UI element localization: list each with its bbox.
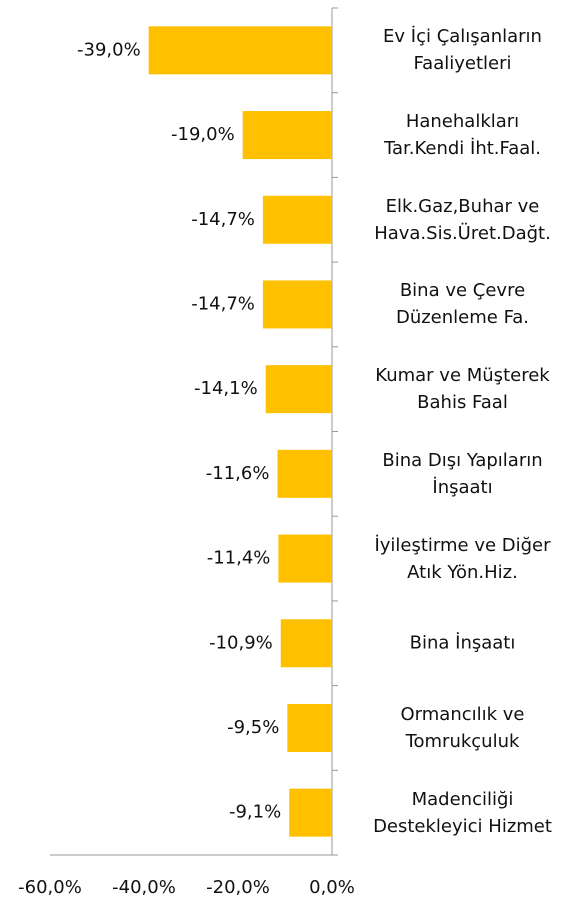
category-label: Bina İnşaatı [409, 632, 516, 654]
bar [242, 111, 332, 160]
category-label: Elk.Gaz,Buhar ve Hava.Sis.Üret.Dağt. [374, 195, 551, 244]
bar [265, 365, 332, 414]
value-label: -14,7% [191, 293, 255, 314]
value-label: -39,0% [77, 39, 141, 60]
bar [148, 26, 332, 75]
bar [277, 449, 332, 498]
x-tick-label: -20,0% [206, 877, 270, 898]
value-label: -9,5% [227, 717, 279, 738]
value-label: -11,4% [207, 548, 271, 569]
bar [262, 280, 332, 329]
value-label: -14,7% [191, 209, 255, 230]
bar [287, 703, 332, 752]
value-label: -10,9% [209, 632, 273, 653]
category-label: İyileştirme ve Diğer Atık Yön.Hiz. [374, 534, 551, 583]
value-label: -14,1% [194, 378, 258, 399]
x-tick-label: -40,0% [112, 877, 176, 898]
bar [278, 534, 332, 583]
x-tick-label: 0,0% [309, 877, 355, 898]
value-label: -19,0% [171, 124, 235, 145]
category-label: Hanehalkları Tar.Kendi İht.Faal. [383, 111, 542, 160]
category-label: Bina Dışı Yapıların İnşaatı [382, 449, 543, 498]
category-label: Kumar ve Müşterek Bahis Faal [375, 365, 550, 414]
bar [262, 195, 332, 244]
category-label: Madenciliği Destekleyici Hizmet [373, 788, 552, 837]
value-label: -11,6% [206, 463, 270, 484]
bar [280, 619, 332, 668]
category-label: Ormancılık ve Tomrukçuluk [400, 703, 525, 752]
category-label: Ev İçi Çalışanların Faaliyetleri [383, 26, 542, 75]
bar [289, 788, 332, 837]
value-label: -9,1% [229, 802, 281, 823]
category-label: Bina ve Çevre Düzenleme Fa. [395, 280, 530, 329]
x-tick-label: -60,0% [18, 877, 82, 898]
